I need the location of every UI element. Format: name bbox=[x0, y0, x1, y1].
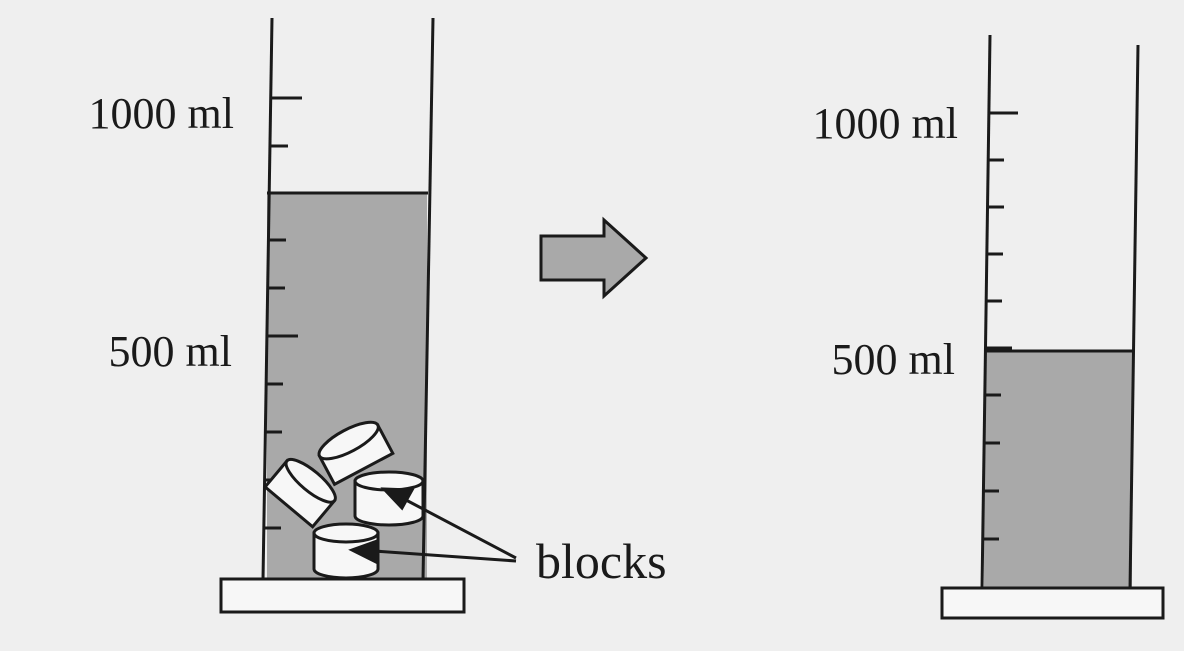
left-cylinder: 1000 ml 500 ml bbox=[89, 17, 466, 614]
right-water bbox=[984, 351, 1132, 588]
callout-arrowhead-lower bbox=[348, 538, 379, 565]
block-tilted-left bbox=[262, 457, 337, 529]
left-label-500: 500 ml bbox=[109, 327, 232, 376]
right-arrow-icon bbox=[539, 216, 649, 300]
right-cylinder-left-wall bbox=[980, 34, 992, 591]
blocks-callout bbox=[348, 487, 517, 565]
right-cylinder-base bbox=[940, 586, 1165, 620]
right-graduation-ticks bbox=[983, 111, 1018, 541]
right-cylinder: 1000 ml 500 ml bbox=[813, 34, 1165, 620]
right-label-1000: 1000 ml bbox=[813, 99, 958, 148]
left-cylinder-right-wall bbox=[421, 17, 435, 581]
left-cylinder-base bbox=[219, 577, 466, 614]
left-label-1000: 1000 ml bbox=[89, 89, 234, 138]
callout-arrowhead-upper bbox=[380, 487, 415, 511]
block-top bbox=[317, 420, 395, 487]
callout-line-lower bbox=[373, 549, 517, 563]
block-bottom bbox=[312, 522, 380, 580]
right-label-500: 500 ml bbox=[832, 335, 955, 384]
blocks-label: blocks bbox=[536, 533, 667, 589]
block-right bbox=[353, 470, 425, 527]
callout-line-upper bbox=[405, 498, 517, 560]
right-cylinder-right-wall bbox=[1128, 44, 1140, 591]
